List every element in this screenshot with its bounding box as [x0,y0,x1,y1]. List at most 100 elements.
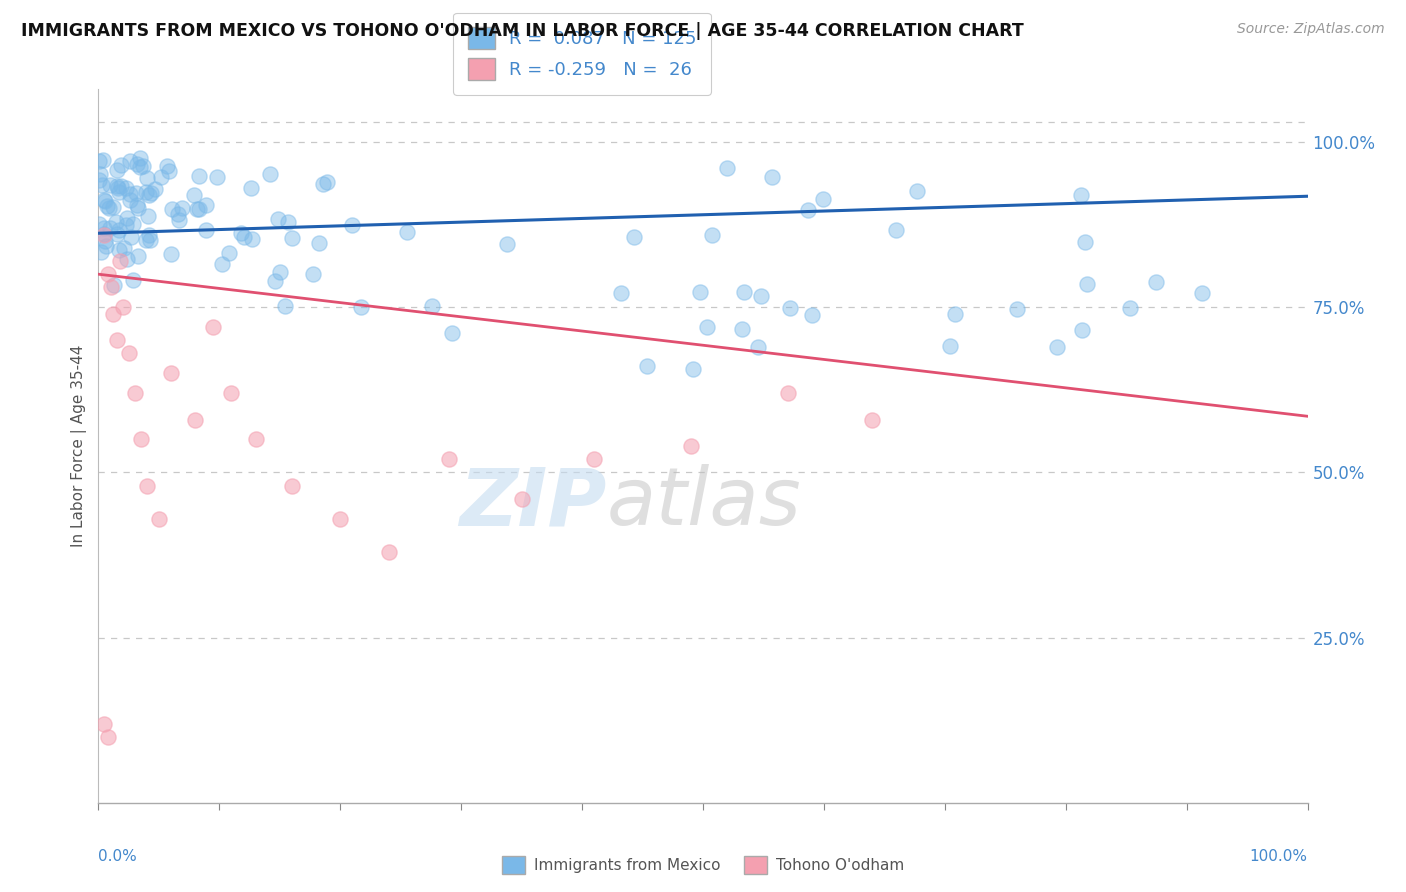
Point [733,285,755,299]
Point [115,219,138,233]
Text: IMMIGRANTS FROM MEXICO VS TOHONO O'ODHAM IN LABOR FORCE | AGE 35-44 CORRELATION : IMMIGRANTS FROM MEXICO VS TOHONO O'ODHAM… [21,22,1024,40]
Point [129,151,152,165]
Point [108,254,131,268]
Point [125,186,148,200]
Text: 0.0%: 0.0% [98,849,138,864]
Point [281,478,304,492]
Point [239,180,262,194]
Point [939,339,962,353]
Point [112,241,135,255]
Point [221,386,243,401]
Point [801,308,824,322]
Point [188,169,211,184]
Point [93,221,115,235]
Point [111,300,134,314]
Text: atlas: atlas [606,464,801,542]
Point [104,215,127,229]
Point [207,169,229,184]
Point [274,299,297,313]
Point [623,230,645,244]
Point [107,185,129,199]
Point [1071,323,1094,337]
Point [110,158,132,172]
Point [125,197,148,211]
Point [202,320,225,334]
Point [682,362,704,376]
Legend: Immigrants from Mexico, Tohono O'odham: Immigrants from Mexico, Tohono O'odham [496,850,910,880]
Point [101,200,124,214]
Point [89,172,111,186]
Point [420,299,443,313]
Point [139,233,162,247]
Point [114,181,136,195]
Point [105,178,128,193]
Point [127,157,149,171]
Point [440,326,463,341]
Point [155,159,177,173]
Point [87,217,110,231]
Point [93,716,115,731]
Point [776,386,799,401]
Point [157,164,180,178]
Point [1005,302,1028,317]
Point [167,213,190,227]
Point [131,159,153,173]
Point [194,223,217,237]
Point [811,192,834,206]
Point [232,230,254,244]
Point [138,228,160,243]
Point [1076,277,1098,292]
Point [259,167,281,181]
Point [98,178,121,192]
Point [747,340,769,354]
Point [103,277,125,292]
Point [229,227,252,241]
Point [136,171,159,186]
Point [120,194,142,208]
Point [1046,340,1069,354]
Point [886,222,908,236]
Point [211,257,233,271]
Point [218,246,240,260]
Point [100,280,122,294]
Point [121,217,143,231]
Point [583,452,606,467]
Point [90,244,112,259]
Point [172,201,194,215]
Point [1070,188,1092,202]
Point [167,207,190,221]
Point [312,178,335,192]
Point [160,202,183,217]
Point [1191,285,1213,300]
Point [302,268,325,282]
Point [679,439,702,453]
Point [108,243,131,257]
Point [98,220,121,235]
Point [149,170,172,185]
Point [107,227,129,242]
Point [160,367,183,381]
Point [731,322,754,336]
Point [905,185,928,199]
Point [98,201,121,215]
Point [118,346,141,360]
Point [510,491,533,506]
Point [329,511,352,525]
Point [636,359,658,373]
Point [716,161,738,175]
Point [90,178,112,193]
Point [245,433,267,447]
Point [97,267,120,281]
Point [689,285,711,299]
Point [96,199,118,213]
Point [240,231,263,245]
Point [110,178,132,193]
Point [1144,275,1167,289]
Point [269,265,291,279]
Point [943,307,966,321]
Point [127,250,149,264]
Point [93,227,115,242]
Text: 100.0%: 100.0% [1250,849,1308,864]
Point [277,215,299,229]
Point [779,301,801,315]
